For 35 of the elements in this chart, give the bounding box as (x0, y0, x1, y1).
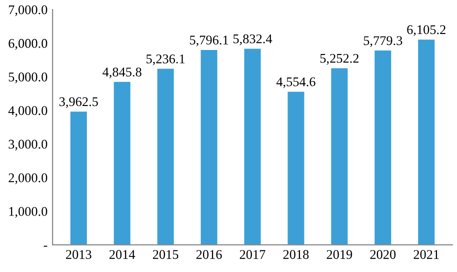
data-label: 4,554.6 (276, 77, 316, 88)
bar (331, 68, 348, 245)
y-tick-label: 4,000.0 (8, 106, 48, 117)
data-label: 5,252.2 (320, 54, 358, 65)
bar (200, 50, 218, 245)
data-label: 5,796.1 (190, 36, 228, 46)
bar (70, 112, 87, 245)
x-tick-label: 2020 (370, 250, 396, 259)
y-tick-label: 3,000.0 (8, 140, 48, 151)
data-label: 4,845.8 (102, 68, 142, 78)
bar (157, 68, 174, 245)
bar (244, 48, 261, 245)
x-tick-label: 2016 (196, 250, 222, 259)
y-tick-label: 1,000.0 (9, 206, 48, 218)
data-label: 5,832.4 (233, 34, 272, 46)
y-tick-label: - (44, 246, 48, 247)
y-tick-label: 5,000.0 (8, 72, 48, 84)
x-tick-label: 2015 (152, 250, 178, 259)
data-label: 3,962.5 (59, 97, 98, 108)
x-tick-label: 2021 (414, 250, 439, 259)
x-tick-label: 2018 (283, 250, 309, 259)
bar (418, 40, 435, 245)
data-label: 5,236.1 (146, 54, 185, 66)
y-tick-label: 2,000.0 (8, 173, 48, 184)
bar (114, 82, 130, 245)
x-tick-label: 2019 (326, 250, 352, 259)
x-tick-label: 2014 (109, 250, 136, 259)
x-tick-label: 2013 (66, 250, 92, 259)
data-label: 5,779.3 (364, 36, 402, 47)
y-tick-label: 7,000.0 (8, 5, 48, 16)
bar (288, 92, 304, 245)
bar (374, 50, 392, 245)
y-tick-label: 6,000.0 (8, 38, 48, 50)
x-tick-label: 2017 (240, 250, 266, 259)
data-label: 6,105.2 (407, 25, 446, 36)
